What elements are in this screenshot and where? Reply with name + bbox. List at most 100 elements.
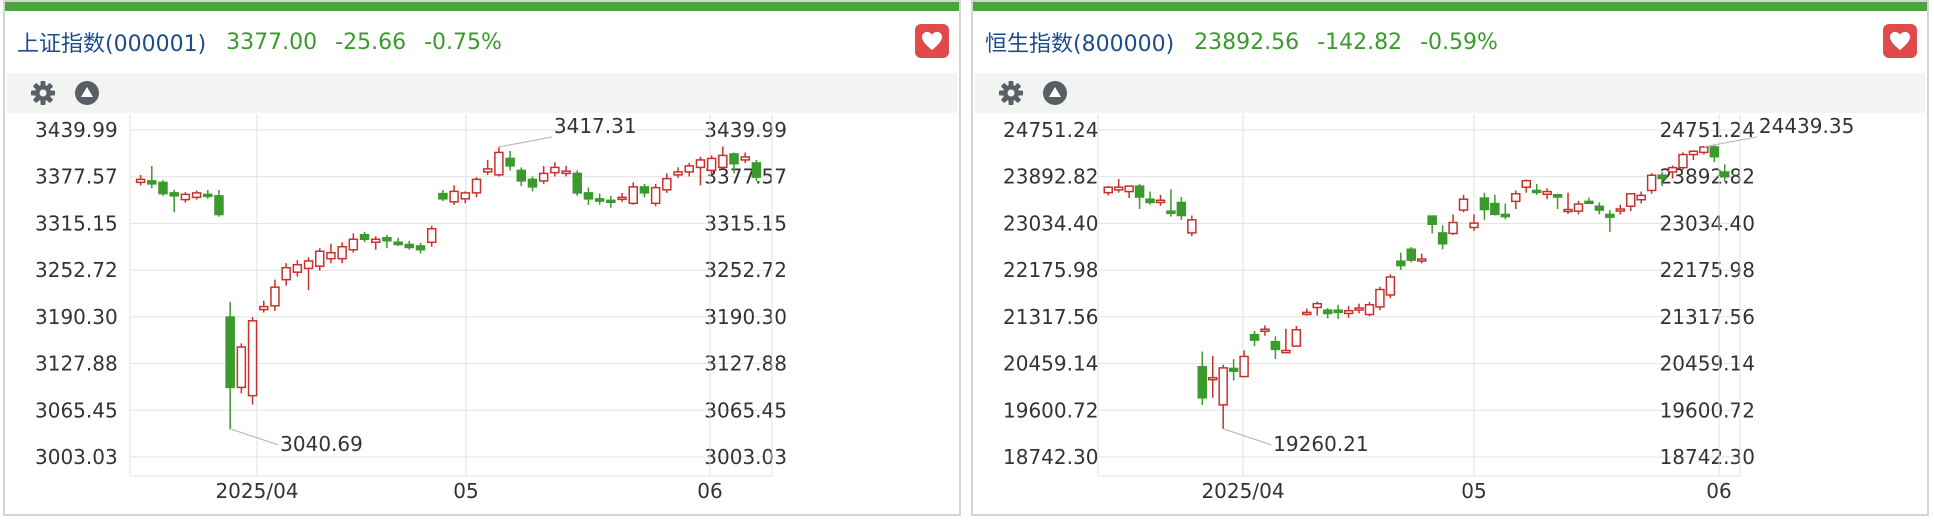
index-name[interactable]: 上证指数(000001) xyxy=(17,32,207,57)
y-tick-label-left: 24751.24 xyxy=(1003,118,1098,142)
collapse-button[interactable] xyxy=(73,79,101,107)
candlestick-chart: 3439.99 3439.99 3377.57 3377.57 3315.15 3315.… xyxy=(35,114,787,503)
candle xyxy=(650,183,661,207)
candle xyxy=(1448,214,1458,236)
candle xyxy=(214,189,224,217)
candle xyxy=(1469,214,1479,231)
candle xyxy=(706,155,717,175)
candle xyxy=(1207,355,1218,398)
annotation-leader xyxy=(229,428,279,446)
candle xyxy=(1113,179,1124,193)
candle xyxy=(1312,301,1322,316)
x-tick-label: 06 xyxy=(697,479,722,503)
y-tick-label-left: 20459.14 xyxy=(1003,352,1098,376)
candle xyxy=(639,183,650,198)
candle xyxy=(1563,192,1573,214)
candle xyxy=(583,187,594,205)
candle xyxy=(1333,304,1343,319)
candle xyxy=(270,279,280,312)
candle xyxy=(203,189,213,199)
candle xyxy=(527,176,538,192)
candle xyxy=(1281,328,1291,354)
candle xyxy=(572,170,583,196)
index-change: -142.82 xyxy=(1317,29,1403,55)
y-tick-label-right: 3315.15 xyxy=(704,211,787,235)
y-tick-label-left: 3127.88 xyxy=(35,352,118,376)
chart-toolbar xyxy=(7,73,957,113)
candle xyxy=(1490,194,1500,216)
index-change-pct: -0.59% xyxy=(1420,29,1498,55)
y-tick-label-left: 23034.40 xyxy=(1003,211,1098,235)
candle xyxy=(1134,183,1145,209)
panel-header: 恒生指数(800000) 23892.56 -142.82 -0.59% xyxy=(973,11,1927,73)
candle xyxy=(1249,330,1260,347)
candle xyxy=(303,257,314,291)
candle xyxy=(393,237,403,246)
y-tick-label-right: 23034.40 xyxy=(1660,211,1755,235)
candle xyxy=(1542,188,1552,200)
candle xyxy=(359,231,370,243)
candle xyxy=(1688,150,1699,160)
candle xyxy=(1197,351,1208,405)
candle xyxy=(1302,308,1312,316)
candle xyxy=(628,182,638,205)
y-tick-label-right: 3003.03 xyxy=(704,445,787,469)
candle xyxy=(460,191,471,204)
candle xyxy=(281,263,291,286)
collapse-button[interactable] xyxy=(1041,79,1069,107)
candle xyxy=(673,167,683,178)
candle xyxy=(158,180,168,196)
y-tick-label-right: 3127.88 xyxy=(704,352,787,376)
settings-button[interactable] xyxy=(29,79,57,107)
candle xyxy=(1166,189,1176,217)
candle xyxy=(135,174,146,186)
candle xyxy=(494,147,504,177)
candle xyxy=(1103,186,1113,196)
candle xyxy=(426,225,437,247)
candle xyxy=(751,159,762,181)
candle xyxy=(370,236,381,250)
low-annotation: 19260.21 xyxy=(1273,432,1368,456)
candle xyxy=(1615,204,1626,215)
panel-top-bar xyxy=(973,2,1927,11)
index-name[interactable]: 恒生指数(800000) xyxy=(985,32,1175,57)
candle xyxy=(1124,185,1134,199)
candle xyxy=(1605,210,1615,232)
favorite-button[interactable] xyxy=(915,24,949,58)
triangle-up-icon xyxy=(75,81,99,105)
candle xyxy=(1187,215,1197,237)
candle xyxy=(1375,286,1385,311)
index-price: 23892.56 xyxy=(1194,29,1300,55)
y-tick-label-right: 20459.14 xyxy=(1660,352,1755,376)
candle xyxy=(225,302,235,430)
candle xyxy=(617,192,627,202)
candle xyxy=(1270,336,1281,360)
heart-icon xyxy=(1890,31,1910,51)
candle xyxy=(1354,303,1364,314)
candle xyxy=(662,173,672,193)
x-tick-label: 05 xyxy=(453,479,478,503)
y-tick-label-right: 21317.56 xyxy=(1660,305,1755,329)
y-tick-label-left: 3252.72 xyxy=(35,258,118,282)
y-tick-label-right: 3439.99 xyxy=(704,118,787,142)
index-change-pct: -0.75% xyxy=(424,29,502,55)
candle xyxy=(236,343,247,394)
candle xyxy=(1145,191,1155,205)
favorite-button[interactable] xyxy=(1883,24,1917,58)
gear-icon xyxy=(31,81,55,105)
y-tick-label-right: 3065.45 xyxy=(704,398,787,422)
candle xyxy=(482,159,493,175)
panel-header: 上证指数(000001) 3377.00 -25.66 -0.75% xyxy=(5,11,959,73)
candle xyxy=(314,248,325,271)
x-tick-label: 06 xyxy=(1706,479,1731,503)
candle xyxy=(729,152,739,174)
y-tick-label-right: 3377.57 xyxy=(704,165,787,189)
candle xyxy=(1709,144,1720,163)
candle xyxy=(1396,252,1406,270)
candle xyxy=(1416,253,1427,264)
settings-button[interactable] xyxy=(997,79,1025,107)
candle xyxy=(594,193,605,205)
candle xyxy=(1625,192,1636,212)
candle xyxy=(1437,225,1448,250)
candle xyxy=(147,165,157,189)
